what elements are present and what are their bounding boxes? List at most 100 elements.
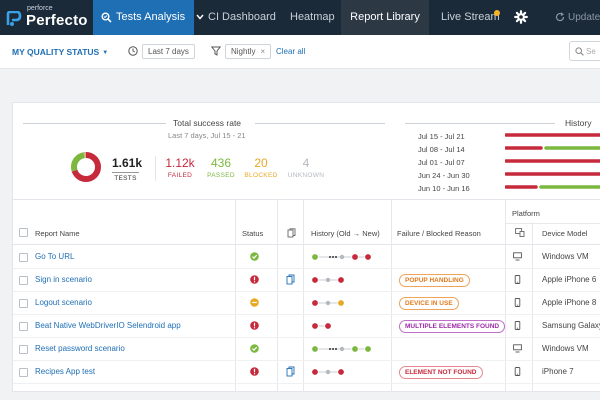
history-timeline [311,253,372,261]
table-row[interactable]: Reset password scenario Windows VM [13,338,600,361]
failure-reason-badge[interactable]: MULTIPLE ELEMENTS FOUND [399,320,506,333]
perfecto-logo[interactable]: perforce Perfecto [0,0,93,35]
unknown-stat[interactable]: 4 UNKNOWN [287,156,325,179]
failure-reason-badge[interactable]: ELEMENT NOT FOUND [399,366,483,379]
history-more-dots [329,348,331,350]
history-title: History [565,118,592,128]
history-timeline [311,368,345,376]
tab-live-stream[interactable]: Live Stream [441,0,500,35]
platform-group-header: Platform [512,209,540,218]
col-status[interactable]: Status [242,229,264,238]
history-week-label: Jul 15 - Jul 21 [418,132,465,141]
divider [155,156,156,181]
device-model: iPhone 7 [542,367,574,376]
device-model: Apple iPhone 8 [542,298,597,307]
donut-segment-unknown [71,152,101,182]
row-checkbox[interactable] [19,299,28,308]
report-doc-icon [287,228,296,238]
row-checkbox[interactable] [19,253,28,262]
col-device-model[interactable]: Device Model [542,229,588,238]
tab-report-library[interactable]: Report Library [341,0,429,35]
history-more-dots [332,256,334,258]
status-passed-icon [250,344,259,353]
search-input[interactable]: Se [569,41,600,61]
unknown-label: UNKNOWN [287,172,325,179]
failure-reason-badge[interactable]: DEVICE IN USE [399,297,459,310]
history-timeline [311,322,332,330]
history-point-red [311,368,319,376]
failure-reason-badge[interactable]: POPUP HANDLING [399,274,470,287]
failed-label: FAILED [167,172,193,179]
update-label: Update [568,12,600,23]
select-all-checkbox[interactable] [19,228,28,237]
row-checkbox[interactable] [19,345,28,354]
history-point-red [311,276,319,284]
report-name-link[interactable]: Logout scenario [35,298,92,307]
table-row[interactable]: Logout scenario DEVICE IN USE Apple iPhone… [13,292,600,315]
table-row[interactable]: Beat Native WebDriverIO Selendroid app MU… [13,315,600,338]
mobile-icon [514,321,521,330]
tab-tests-analysis-label: Tests Analysis [116,11,186,23]
total-tests-stat[interactable]: 1.61k TESTS [112,156,142,182]
tab-ci-dashboard[interactable]: CI Dashboard [208,0,276,35]
table-header: Report Name Status History (Old → New) F… [13,199,600,245]
report-name-link[interactable]: Beat Native WebDriverIO Selendroid app [35,321,181,330]
gear-icon[interactable] [514,10,528,24]
brand-small-text: perforce [27,5,53,12]
time-filter-chip[interactable]: Last 7 days [142,44,195,59]
report-name-link[interactable]: Sign in scenario [35,275,92,284]
clock-icon [128,46,138,56]
history-more-dots [335,256,337,258]
tag-filter-label: Nightly [231,47,256,56]
tab-heatmap[interactable]: Heatmap [290,0,335,35]
tag-filter-chip[interactable]: Nightly × [225,44,272,59]
table-row[interactable]: Go To URL Windows VM [13,246,600,269]
report-name-link[interactable]: Go To URL [35,252,75,261]
refresh-icon [555,12,565,22]
report-name-link[interactable]: Recipes App test [35,367,96,376]
history-point-passed [364,345,372,353]
history-point-gray [325,277,331,283]
col-failure-reason[interactable]: Failure / Blocked Reason [397,229,481,238]
filter-icon [211,46,221,56]
failed-value: 1.12k [165,156,195,170]
row-checkbox[interactable] [19,276,28,285]
history-point-gray [339,346,345,352]
failed-stat[interactable]: 1.12k FAILED [165,156,195,179]
history-point-red [324,322,332,330]
col-history[interactable]: History (Old → New) [311,229,380,238]
quality-status-dropdown[interactable]: MY QUALITY STATUS ▼ [12,47,108,57]
report-name-link[interactable]: Reset password scenario [35,344,125,353]
history-timeline [311,345,372,353]
history-point-red [311,299,319,307]
mobile-icon [514,298,521,307]
report-doc-icon [286,274,295,285]
history-point-red [337,276,345,284]
tab-tests-analysis[interactable]: Tests Analysis [93,0,204,35]
status-blocked-icon [250,298,259,307]
history-point-orange [337,299,345,307]
history-week-label: Jun 10 - Jun 16 [418,184,470,193]
success-rate-subtitle: Last 7 days, Jul 15 - 21 [168,131,246,140]
close-icon[interactable]: × [260,47,266,56]
divider [255,123,385,124]
search-placeholder: Se [586,47,596,56]
divider [505,199,506,393]
passed-value: 436 [210,156,232,170]
blocked-stat[interactable]: 20 BLOCKED [243,156,279,179]
clear-all-link[interactable]: Clear all [276,47,306,56]
table-row[interactable]: Recipes App test ELEMENT NOT FOUND iPhone … [13,361,600,384]
passed-stat[interactable]: 436 PASSED [206,156,236,179]
divider [235,199,236,393]
col-report-name[interactable]: Report Name [35,229,80,238]
divider [505,223,600,224]
history-point-red [311,322,319,330]
row-checkbox[interactable] [19,368,28,377]
update-link[interactable]: Update [555,0,600,35]
desktop-icon [513,252,522,261]
table-row[interactable]: Sign in scenario POPUP HANDLING Apple iPho… [13,269,600,292]
status-failed-icon [250,275,259,284]
row-checkbox[interactable] [19,322,28,331]
history-point-passed [311,253,319,261]
history-point-red [351,253,359,261]
